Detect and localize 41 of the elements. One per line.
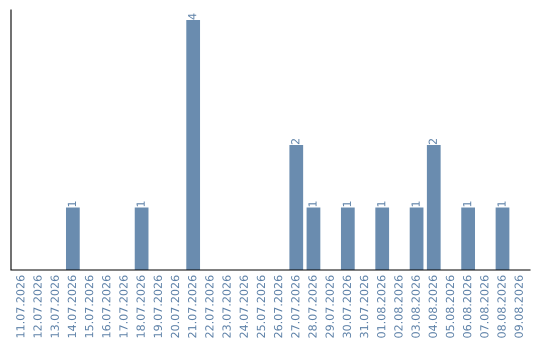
x-tick-label: 20.07.2026 [170,276,180,338]
data-label: 1 [463,201,472,206]
x-tick-label: 19.07.2026 [154,276,162,338]
x-tick-label: 14.07.2026 [68,276,76,338]
x-tick-label: 06.08.2026 [462,276,472,338]
data-label: 1 [68,201,76,206]
x-tick-label: 18.07.2026 [136,276,145,338]
x-tick-label: 29.07.2026 [325,276,334,338]
data-label: 1 [412,201,420,206]
x-tick-label: 25.07.2026 [256,276,266,338]
x-tick-label: 05.08.2026 [446,276,454,338]
x-tick-label: 23.07.2026 [222,276,231,338]
x-tick-label: 02.08.2026 [394,276,403,338]
x-tick-label: 27.07.2026 [291,276,300,338]
x-tick-label: 28.07.2026 [308,276,317,338]
x-tick-label: 26.07.2026 [274,276,282,338]
data-label: 1 [308,201,317,206]
data-label: 4 [188,14,196,20]
x-tick-label: 16.07.2026 [102,276,110,338]
x-tick-label: 08.08.2026 [497,276,506,338]
data-label: 2 [291,139,300,144]
x-tick-label: 12.07.2026 [33,276,42,338]
x-tick-label: 04.08.2026 [428,276,437,338]
x-tick-label: 01.08.2026 [377,276,386,338]
data-label: 1 [497,201,506,206]
x-tick-label: 30.07.2026 [342,276,352,338]
x-tick-label: 21.07.2026 [188,276,196,338]
x-tick-label: 31.07.2026 [360,276,368,338]
x-tick-label: 07.08.2026 [480,276,489,338]
x-tick-label: 17.07.2026 [119,276,128,338]
x-tick-label: 13.07.2026 [50,276,59,338]
data-label: 1 [136,201,145,206]
data-label: 1 [342,201,351,206]
data-label: 2 [428,139,437,144]
x-tick-label: 15.07.2026 [84,276,94,338]
x-tick-label: 09.08.2026 [514,276,523,338]
x-tick-label: 24.07.2026 [240,276,248,338]
data-label: 1 [377,201,386,206]
x-tick-label: 22.07.2026 [205,276,214,338]
x-tick-label: 03.08.2026 [411,276,420,338]
x-tick-label: 11.07.2026 [16,276,25,338]
